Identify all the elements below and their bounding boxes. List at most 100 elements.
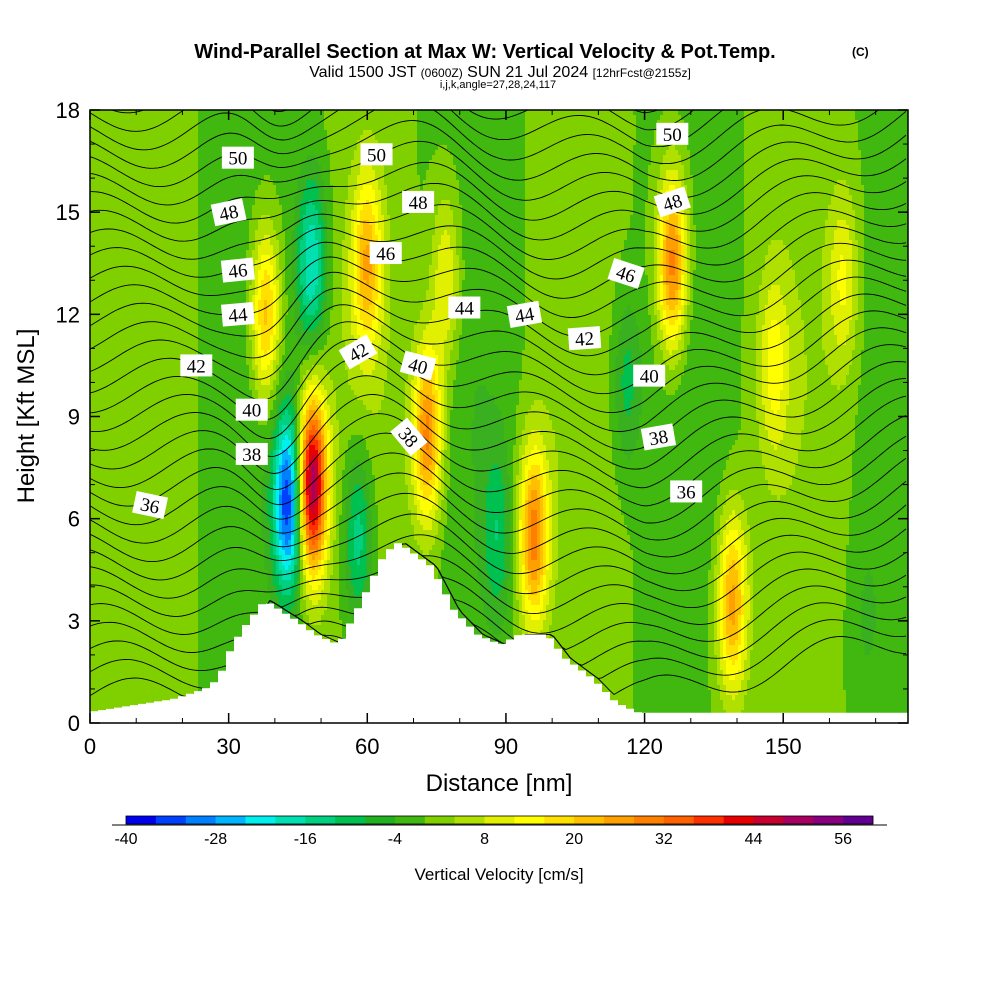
theta-label-text: 44: [228, 304, 249, 327]
x-axis-label: Distance [nm]: [426, 770, 573, 797]
theta-label-box: [390, 417, 428, 457]
colorbar-swatch: [126, 816, 157, 824]
theta-contour-label: 36: [670, 480, 703, 503]
theta-contour-label: 36: [132, 490, 169, 520]
theta-label-box: [220, 257, 255, 283]
theta-contour-line: [90, 415, 907, 507]
theta-label-box: [338, 334, 378, 370]
y-tick-label: 18: [56, 98, 80, 123]
theta-label-text: 44: [513, 304, 536, 328]
theta-label-box: [399, 350, 437, 381]
theta-label-box: [670, 480, 703, 503]
theta-contour-label: 44: [506, 300, 543, 328]
theta-label-box: [180, 354, 213, 377]
y-axis-label: Height [Kft MSL]: [13, 329, 40, 504]
theta-contour-label: 38: [235, 442, 268, 466]
theta-contour-label: 50: [221, 146, 254, 170]
theta-label-text: 50: [228, 149, 247, 170]
colorbar-tick-label: -4: [388, 831, 402, 848]
theta-contour-line: [90, 543, 907, 617]
theta-label-box: [221, 146, 254, 169]
theta-label-text: 46: [227, 260, 248, 283]
theta-label-box: [402, 190, 435, 213]
theta-label-text: 42: [574, 329, 594, 351]
theta-label-box: [369, 242, 402, 265]
colorbar-swatch: [783, 816, 814, 824]
theta-contour-line: [90, 192, 907, 260]
theta-label-box: [640, 423, 677, 451]
theta-contour-line: [90, 543, 907, 653]
colorbar-tick-label: 56: [834, 831, 852, 848]
theta-label-box: [506, 300, 543, 328]
copyright-mark: (C): [852, 45, 869, 59]
x-tick-label: 30: [216, 734, 240, 759]
colorbar-tick-label: 44: [745, 831, 763, 848]
x-tick-label: 60: [355, 734, 379, 759]
theta-contour-label: 38: [390, 417, 428, 457]
colorbar-swatch: [305, 816, 336, 824]
theta-contour-line: [90, 110, 724, 151]
colorbar-swatch: [723, 816, 754, 824]
theta-contour-line: [90, 435, 907, 526]
theta-label-box: [653, 186, 691, 218]
colorbar-label: Vertical Velocity [cm/s]: [414, 865, 583, 884]
colorbar-swatch: [663, 816, 695, 824]
colorbar-tick-label: -28: [204, 831, 227, 848]
theta-contour-label: 44: [220, 301, 255, 327]
y-tick-label: 9: [68, 405, 80, 430]
y-tick-label: 15: [56, 200, 80, 225]
colorbar-swatch: [185, 816, 216, 824]
y-tick-label: 0: [68, 711, 80, 736]
colorbar: -40 -28 -16 -4 8 20 32 44 56: [112, 815, 887, 848]
colorbar-swatch: [245, 816, 276, 824]
theta-contour-line: [90, 480, 907, 563]
colorbar-swatch: [514, 816, 545, 824]
theta-contour-line: [90, 344, 907, 439]
theta-contour-line: [90, 175, 907, 242]
theta-contour-label: 44: [448, 296, 481, 320]
terrain: [90, 543, 908, 723]
colorbar-swatch: [335, 816, 366, 824]
theta-contour-line: [90, 504, 907, 581]
colorbar-swatch: [633, 816, 665, 824]
theta-label-box: [567, 326, 602, 351]
theta-label-text: 36: [677, 482, 696, 503]
colorbar-swatch: [275, 816, 306, 824]
theta-contour-line: [90, 327, 907, 421]
theta-label-text: 46: [376, 244, 395, 265]
colorbar-outline: [125, 815, 874, 825]
x-tick-label: 120: [626, 734, 663, 759]
theta-label-text: 48: [409, 193, 428, 214]
colorbar-tick-label: 8: [480, 831, 489, 848]
theta-contour-line: [90, 543, 907, 635]
theta-label-box: [633, 364, 666, 387]
colorbar-tick-label: -16: [294, 831, 317, 848]
chart-subtitle: Valid 1500 JST (0600Z) SUN 21 Jul 2024 […: [309, 64, 691, 81]
theta-label-box: [235, 398, 268, 421]
theta-contour-label: 48: [210, 198, 247, 227]
x-axis: 0 30 60 90 120 150: [84, 110, 877, 759]
theta-contour-line: [90, 259, 907, 338]
theta-contour-label: 50: [360, 143, 393, 166]
theta-label-text: 40: [242, 401, 261, 422]
theta-contour-line: [90, 361, 907, 457]
colorbar-swatch: [753, 816, 784, 824]
colorbar-swatch: [544, 816, 575, 824]
colorbar-tick-label: 20: [565, 831, 583, 848]
theta-contour-label: 38: [640, 423, 677, 451]
theta-contour-label: 40: [633, 364, 666, 388]
theta-contour-label: 40: [399, 350, 437, 381]
theta-contour-line: [90, 110, 695, 132]
colorbar-swatch: [155, 816, 187, 824]
theta-label-text: 48: [217, 201, 240, 225]
theta-label-box: [210, 198, 247, 227]
theta-contour-line: [90, 293, 907, 380]
colorbar-swatch: [394, 816, 426, 824]
theta-contour-line: [90, 276, 907, 359]
theta-label-text: 36: [138, 494, 161, 518]
colorbar-tick-label: 32: [655, 831, 673, 848]
colorbar-tick-label: -40: [114, 831, 137, 848]
theta-contour-label: 40: [235, 398, 268, 422]
